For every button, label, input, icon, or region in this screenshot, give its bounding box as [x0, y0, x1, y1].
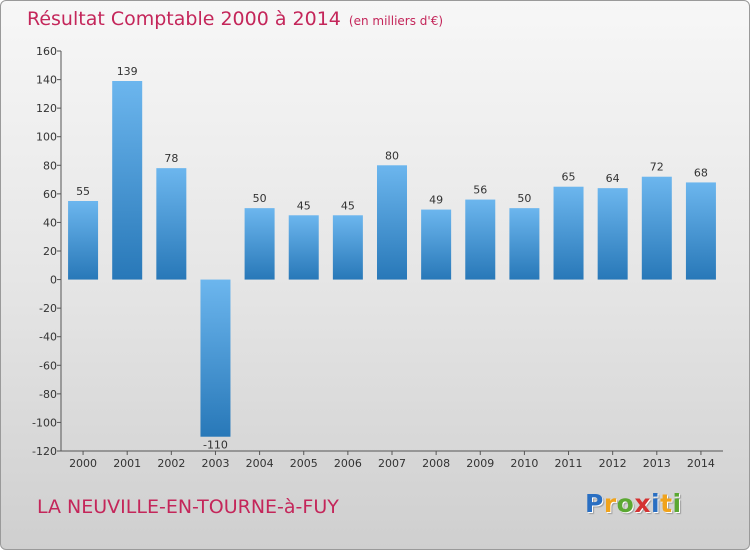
- y-tick-label: -80: [39, 388, 57, 401]
- x-tick-label: 2001: [113, 457, 141, 470]
- data-label-2006: 45: [341, 199, 355, 212]
- data-label-2011: 65: [562, 171, 576, 184]
- y-tick-label: 40: [43, 216, 57, 229]
- y-tick-label: -60: [39, 359, 57, 372]
- y-tick-label: 120: [36, 102, 57, 115]
- y-tick-label: 20: [43, 245, 57, 258]
- x-tick-label: 2009: [466, 457, 494, 470]
- data-label-2004: 50: [253, 192, 267, 205]
- bar-2013: [641, 176, 672, 280]
- chart-subtitle: (en milliers d'€): [348, 14, 444, 28]
- bar-2004: [244, 208, 275, 280]
- bar-2005: [288, 215, 319, 280]
- data-label-2014: 68: [694, 166, 708, 179]
- y-tick-label: -120: [32, 445, 57, 458]
- bar-2008: [421, 209, 452, 280]
- bar-2011: [553, 186, 584, 280]
- data-label-2009: 56: [473, 184, 487, 197]
- x-tick-label: 2000: [69, 457, 97, 470]
- y-tick-label: 80: [43, 159, 57, 172]
- data-label-2013: 72: [650, 161, 664, 174]
- logo-letter: i: [651, 489, 661, 518]
- data-label-2005: 45: [297, 199, 311, 212]
- logo-letter: x: [634, 489, 651, 518]
- y-tick-label: -40: [39, 331, 57, 344]
- y-tick-label: 0: [50, 274, 57, 287]
- y-tick-label: 140: [36, 74, 57, 87]
- data-label-2007: 80: [385, 149, 399, 162]
- bar-2003: [200, 279, 231, 437]
- bar-2012: [597, 188, 628, 280]
- bar-2010: [509, 208, 540, 280]
- proxiti-logo[interactable]: Proxiti: [585, 489, 682, 518]
- commune-name: LA NEUVILLE-EN-TOURNE-à-FUY: [37, 496, 339, 518]
- x-tick-label: 2012: [599, 457, 627, 470]
- data-label-2008: 49: [429, 194, 443, 207]
- y-tick-label: 100: [36, 131, 57, 144]
- x-tick-label: 2007: [378, 457, 406, 470]
- x-tick-label: 2006: [334, 457, 362, 470]
- logo-letter: o: [616, 489, 635, 518]
- logo-letter: P: [585, 489, 604, 518]
- data-label-2001: 139: [117, 65, 138, 78]
- bar-2014: [685, 182, 716, 280]
- bar-2000: [68, 201, 99, 280]
- x-tick-label: 2004: [246, 457, 274, 470]
- data-label-2002: 78: [164, 152, 178, 165]
- bar-2001: [112, 81, 143, 280]
- bar-2002: [156, 168, 187, 280]
- x-tick-label: 2014: [687, 457, 715, 470]
- x-tick-label: 2010: [510, 457, 538, 470]
- x-tick-label: 2008: [422, 457, 450, 470]
- data-label-2003: -110: [203, 439, 228, 452]
- data-label-2010: 50: [517, 192, 531, 205]
- logo-letter: i: [672, 489, 682, 518]
- x-tick-label: 2005: [290, 457, 318, 470]
- bar-2009: [465, 199, 496, 280]
- chart-title: Résultat Comptable 2000 à 2014 (en millie…: [27, 8, 444, 30]
- y-tick-label: -100: [32, 416, 57, 429]
- y-tick-label: -20: [39, 302, 57, 315]
- bar-2006: [332, 215, 363, 280]
- y-tick-label: 60: [43, 188, 57, 201]
- logo-letter: t: [660, 489, 673, 518]
- x-tick-label: 2003: [201, 457, 229, 470]
- x-tick-label: 2002: [157, 457, 185, 470]
- data-label-2012: 64: [606, 172, 620, 185]
- logo-letter: r: [603, 489, 617, 518]
- y-tick-label: 160: [36, 45, 57, 58]
- x-tick-label: 2013: [643, 457, 671, 470]
- data-label-2000: 55: [76, 185, 90, 198]
- x-tick-label: 2011: [555, 457, 583, 470]
- bar-2007: [377, 165, 407, 280]
